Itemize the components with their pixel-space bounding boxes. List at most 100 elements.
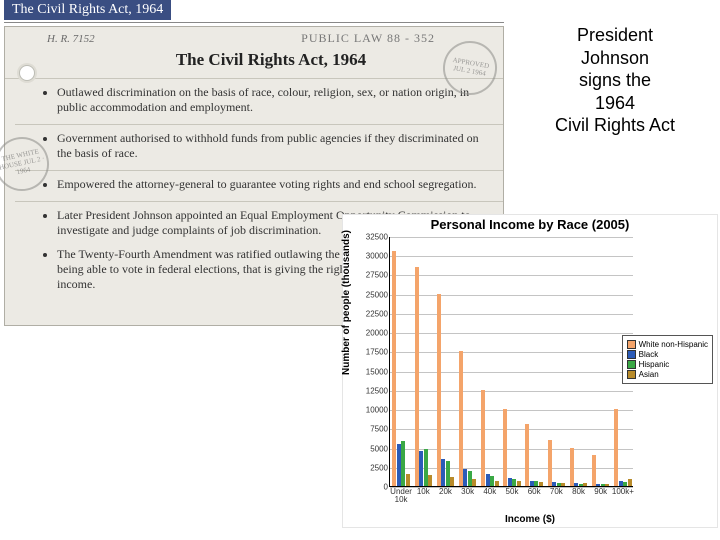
legend-swatch	[627, 350, 636, 359]
x-tick: 40k	[478, 488, 502, 496]
bar	[530, 481, 534, 486]
page-header-text: The Civil Rights Act, 1964	[12, 2, 163, 17]
rule	[15, 170, 503, 171]
y-tick: 22500	[350, 309, 390, 318]
header-rule	[4, 22, 504, 23]
bar	[557, 483, 561, 486]
bar	[534, 481, 538, 486]
bar	[459, 351, 463, 486]
bar	[601, 484, 605, 486]
bar	[552, 482, 556, 486]
bar	[508, 478, 512, 486]
bar	[424, 449, 428, 486]
bar	[503, 409, 507, 486]
gridline	[390, 333, 633, 334]
gridline	[390, 391, 633, 392]
gridline	[390, 275, 633, 276]
legend-item: White non-Hispanic	[627, 340, 708, 349]
y-tick: 32500	[350, 233, 390, 242]
bar	[628, 479, 632, 486]
bar	[397, 444, 401, 486]
x-tick: 90k	[589, 488, 613, 496]
y-tick: 27500	[350, 271, 390, 280]
y-tick: 15000	[350, 367, 390, 376]
caption-line: Johnson	[520, 47, 710, 70]
bar	[539, 482, 543, 486]
y-tick: 2500	[350, 463, 390, 472]
bar	[570, 448, 574, 486]
bar	[561, 483, 565, 486]
stamp-left-text: THE WHITE HOUSE JUL 2 · 1964	[0, 148, 49, 181]
y-tick: 25000	[350, 290, 390, 299]
bar	[512, 479, 516, 486]
hr-number: H. R. 7152	[47, 33, 95, 45]
bullet-item: Government authorised to withhold funds …	[57, 131, 495, 161]
bar	[495, 481, 499, 486]
legend-swatch	[627, 340, 636, 349]
stamp-right-text: APPROVED JUL 2 1964	[444, 56, 496, 80]
y-tick: 12500	[350, 386, 390, 395]
legend-item: Asian	[627, 370, 708, 379]
x-tick: 20k	[433, 488, 457, 496]
y-tick: 30000	[350, 252, 390, 261]
gridline	[390, 410, 633, 411]
bar	[472, 479, 476, 486]
y-tick: 0	[350, 483, 390, 492]
document-title: The Civil Rights Act, 1964	[47, 50, 495, 70]
bar	[415, 267, 419, 486]
x-tick: 100k+	[611, 488, 635, 496]
gridline	[390, 314, 633, 315]
legend-label: Black	[639, 350, 659, 359]
bar	[437, 294, 441, 486]
bar	[623, 482, 627, 486]
rule	[15, 201, 503, 202]
x-tick: 30k	[456, 488, 480, 496]
rule	[5, 78, 503, 79]
x-tick: 10k	[411, 488, 435, 496]
bar	[401, 441, 405, 486]
bar	[517, 481, 521, 486]
chart-xlabel: Income ($)	[343, 514, 717, 525]
legend-item: Black	[627, 350, 708, 359]
x-tick: 50k	[500, 488, 524, 496]
bar	[596, 484, 600, 486]
gridline	[390, 256, 633, 257]
chart-plot: 0250050007500100001250015000175002000022…	[389, 237, 633, 487]
bar	[614, 409, 618, 486]
page-header: The Civil Rights Act, 1964	[4, 0, 171, 20]
bar	[486, 474, 490, 486]
legend-swatch	[627, 360, 636, 369]
gridline	[390, 429, 633, 430]
gridline	[390, 352, 633, 353]
y-tick: 17500	[350, 348, 390, 357]
legend-label: Asian	[639, 370, 659, 379]
bullet-item: Empowered the attorney-general to guaran…	[57, 177, 495, 192]
bar	[392, 251, 396, 486]
gridline	[390, 295, 633, 296]
caption-line: signs the	[520, 69, 710, 92]
bar	[481, 390, 485, 486]
document-meta: H. R. 7152 PUBLIC LAW 88 - 352	[47, 31, 495, 46]
bar	[406, 474, 410, 486]
bar	[583, 483, 587, 486]
y-tick: 7500	[350, 425, 390, 434]
gridline	[390, 372, 633, 373]
gridline	[390, 237, 633, 238]
public-law: PUBLIC LAW 88 - 352	[301, 31, 435, 46]
bar	[605, 484, 609, 486]
x-tick: 60k	[522, 488, 546, 496]
punch-hole	[19, 65, 35, 81]
bar	[592, 455, 596, 486]
y-tick: 20000	[350, 329, 390, 338]
bullet-item: Outlawed discrimination on the basis of …	[57, 85, 495, 115]
bar	[463, 469, 467, 486]
chart-legend: White non-HispanicBlackHispanicAsian	[622, 335, 713, 384]
legend-label: White non-Hispanic	[639, 340, 708, 349]
chart-title: Personal Income by Race (2005)	[343, 217, 717, 232]
bar	[428, 475, 432, 486]
y-tick: 5000	[350, 444, 390, 453]
legend-item: Hispanic	[627, 360, 708, 369]
x-tick: 70k	[544, 488, 568, 496]
legend-label: Hispanic	[639, 360, 670, 369]
bar	[446, 461, 450, 486]
